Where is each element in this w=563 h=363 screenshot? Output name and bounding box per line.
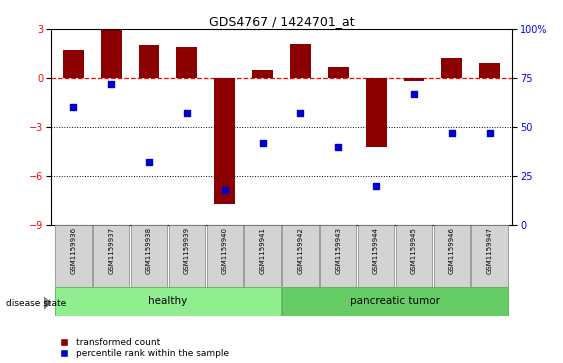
Bar	[290, 44, 311, 78]
Text: GSM1159941: GSM1159941	[260, 227, 266, 274]
Bar	[252, 70, 273, 78]
Bar	[63, 50, 84, 78]
Text: GSM1159936: GSM1159936	[70, 227, 77, 274]
Point	[69, 105, 78, 110]
FancyBboxPatch shape	[434, 225, 470, 287]
Bar	[138, 45, 159, 78]
Point	[372, 183, 381, 189]
Text: GSM1159943: GSM1159943	[335, 227, 341, 274]
Text: healthy: healthy	[149, 296, 187, 306]
Bar	[404, 78, 425, 81]
Title: GDS4767 / 1424701_at: GDS4767 / 1424701_at	[209, 15, 354, 28]
Bar	[441, 58, 462, 78]
Point	[145, 159, 154, 165]
Bar	[215, 78, 235, 204]
Bar	[366, 78, 387, 147]
FancyBboxPatch shape	[320, 225, 356, 287]
Text: disease state: disease state	[6, 299, 66, 307]
Point	[258, 140, 267, 146]
Point	[182, 110, 191, 116]
Text: GSM1159939: GSM1159939	[184, 227, 190, 274]
Legend: transformed count, percentile rank within the sample: transformed count, percentile rank withi…	[55, 338, 229, 359]
Bar	[101, 29, 122, 78]
FancyBboxPatch shape	[471, 225, 508, 287]
Text: GSM1159942: GSM1159942	[297, 227, 303, 274]
Text: pancreatic tumor: pancreatic tumor	[350, 296, 440, 306]
FancyBboxPatch shape	[55, 225, 92, 287]
Point	[296, 110, 305, 116]
Bar	[479, 63, 500, 78]
FancyBboxPatch shape	[169, 225, 205, 287]
Text: GSM1159944: GSM1159944	[373, 227, 379, 274]
FancyBboxPatch shape	[55, 287, 281, 316]
FancyBboxPatch shape	[282, 225, 319, 287]
Text: GSM1159940: GSM1159940	[222, 227, 228, 274]
Point	[107, 81, 116, 87]
Text: GSM1159945: GSM1159945	[411, 227, 417, 274]
FancyBboxPatch shape	[244, 225, 281, 287]
FancyBboxPatch shape	[131, 225, 167, 287]
Bar	[176, 47, 197, 78]
FancyBboxPatch shape	[396, 225, 432, 287]
Text: GSM1159937: GSM1159937	[108, 227, 114, 274]
Point	[485, 130, 494, 136]
Point	[334, 144, 343, 150]
Point	[220, 187, 229, 193]
Text: GSM1159947: GSM1159947	[486, 227, 493, 274]
Text: GSM1159946: GSM1159946	[449, 227, 455, 274]
Text: GSM1159938: GSM1159938	[146, 227, 152, 274]
FancyBboxPatch shape	[282, 287, 508, 316]
Point	[409, 91, 418, 97]
Bar	[328, 66, 348, 78]
FancyBboxPatch shape	[207, 225, 243, 287]
Point	[447, 130, 456, 136]
Polygon shape	[44, 297, 51, 309]
FancyBboxPatch shape	[93, 225, 129, 287]
FancyBboxPatch shape	[358, 225, 394, 287]
